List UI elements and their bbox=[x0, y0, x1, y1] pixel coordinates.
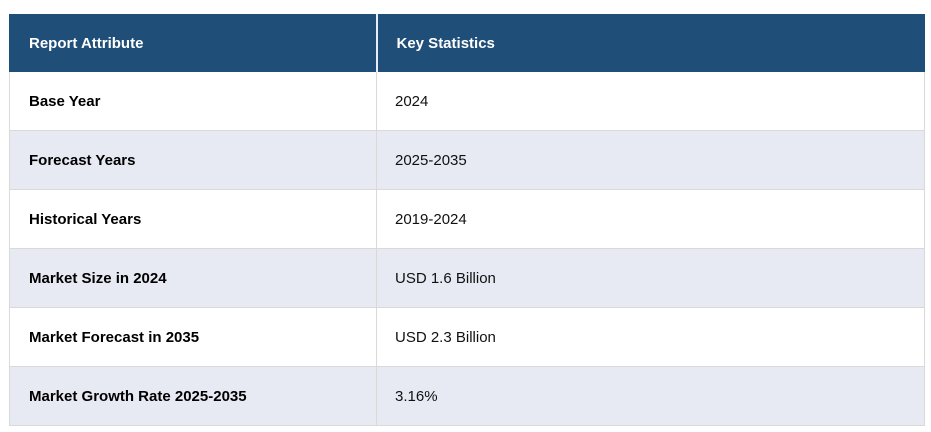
attribute-cell: Forecast Years bbox=[9, 130, 377, 190]
column-header-key-statistics: Key Statistics bbox=[376, 14, 925, 72]
value-cell: USD 2.3 Billion bbox=[376, 307, 925, 367]
attribute-cell: Market Growth Rate 2025-2035 bbox=[9, 366, 377, 426]
value-cell: 2025-2035 bbox=[376, 130, 925, 190]
attribute-cell: Base Year bbox=[9, 71, 377, 131]
table-row: Historical Years 2019-2024 bbox=[9, 189, 925, 249]
table-row: Market Growth Rate 2025-2035 3.16% bbox=[9, 366, 925, 426]
value-cell: USD 1.6 Billion bbox=[376, 248, 925, 308]
value-cell: 3.16% bbox=[376, 366, 925, 426]
attribute-cell: Market Forecast in 2035 bbox=[9, 307, 377, 367]
value-cell: 2024 bbox=[376, 71, 925, 131]
table-row: Base Year 2024 bbox=[9, 71, 925, 131]
attribute-cell: Historical Years bbox=[9, 189, 377, 249]
column-header-report-attribute: Report Attribute bbox=[9, 14, 378, 72]
table-row: Market Size in 2024 USD 1.6 Billion bbox=[9, 248, 925, 308]
table-row: Forecast Years 2025-2035 bbox=[9, 130, 925, 190]
value-cell: 2019-2024 bbox=[376, 189, 925, 249]
table-row: Market Forecast in 2035 USD 2.3 Billion bbox=[9, 307, 925, 367]
table-header-row: Report Attribute Key Statistics bbox=[9, 14, 925, 72]
report-summary-table: Report Attribute Key Statistics Base Yea… bbox=[9, 14, 925, 426]
attribute-cell: Market Size in 2024 bbox=[9, 248, 377, 308]
